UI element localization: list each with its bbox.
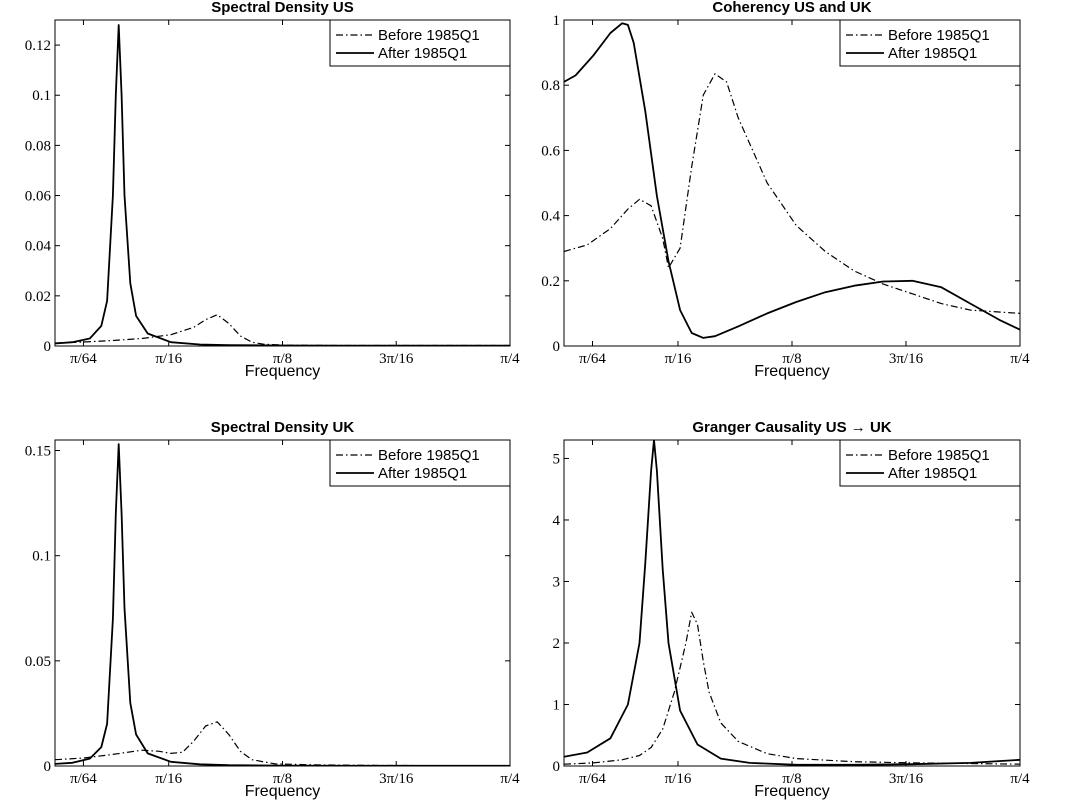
x-tick-label: π/64 xyxy=(70,771,97,787)
x-tick-label: π/8 xyxy=(782,351,801,367)
y-tick-label: 0 xyxy=(44,339,52,355)
x-tick-label: 3π/16 xyxy=(379,351,414,367)
y-tick-label: 5 xyxy=(553,451,561,467)
legend-box xyxy=(839,19,1021,67)
y-tick-label: 0.6 xyxy=(541,143,560,159)
series-line-before-1985q1 xyxy=(564,73,1020,314)
y-tick-label: 0 xyxy=(553,759,561,775)
x-tick-label: π/64 xyxy=(70,351,97,367)
series-line-before-1985q1 xyxy=(564,611,1020,765)
x-tick-label: π/4 xyxy=(500,351,520,367)
x-tick-label: π/4 xyxy=(500,771,520,787)
x-tick-label: π/16 xyxy=(665,771,692,787)
x-tick-label: π/16 xyxy=(155,771,182,787)
x-axis-label: Frequency xyxy=(754,363,830,380)
y-tick-label: 0.12 xyxy=(25,38,51,54)
y-tick-label: 0.2 xyxy=(541,274,560,290)
chart-panel-1: Spectral Density US Frequency π/64 π/16 π/8 3… xyxy=(25,0,520,380)
y-tick-label: 0.04 xyxy=(25,239,52,255)
legend-box xyxy=(839,439,1021,487)
chart-panel-4: Granger Causality US → UK Frequency π/64 π/… xyxy=(553,419,1031,800)
y-tick-label: 3 xyxy=(553,574,561,590)
chart-panel-3: Spectral Density UK Frequency π/64 π/16 π/8 3… xyxy=(25,419,520,800)
x-tick-label: π/16 xyxy=(665,351,692,367)
legend-entry: After 1985Q1 xyxy=(378,45,467,62)
y-tick-label: 0.4 xyxy=(541,209,560,225)
series-line-after-1985q1 xyxy=(564,440,1020,766)
y-tick-label: 0 xyxy=(553,339,561,355)
legend-entry: Before 1985Q1 xyxy=(378,447,480,464)
series-line-before-1985q1 xyxy=(55,721,510,766)
legend-entry: Before 1985Q1 xyxy=(888,27,990,44)
x-tick-label: π/4 xyxy=(1010,351,1030,367)
y-tick-label: 0.1 xyxy=(32,549,51,565)
legend-entry: Before 1985Q1 xyxy=(378,27,480,44)
y-tick-label: 0.05 xyxy=(25,654,51,670)
chart-title: Spectral Density UK xyxy=(211,419,355,436)
chart-title: Spectral Density US xyxy=(211,0,354,16)
legend-entry: After 1985Q1 xyxy=(378,465,467,482)
x-tick-label: π/8 xyxy=(273,771,292,787)
y-tick-label: 0.1 xyxy=(32,88,51,104)
series-line-after-1985q1 xyxy=(55,443,510,766)
plot-frame xyxy=(563,19,1021,347)
series-line-after-1985q1 xyxy=(564,22,1020,339)
legend-entry: Before 1985Q1 xyxy=(888,447,990,464)
y-tick-label: 0.02 xyxy=(25,289,51,305)
x-tick-label: π/8 xyxy=(273,351,292,367)
x-tick-label: π/64 xyxy=(579,771,606,787)
x-axis-label: Frequency xyxy=(245,783,321,800)
y-tick-label: 4 xyxy=(553,513,561,529)
y-tick-label: 1 xyxy=(553,697,561,713)
y-tick-label: 0.8 xyxy=(541,78,560,94)
x-tick-label: π/64 xyxy=(579,351,606,367)
x-tick-label: 3π/16 xyxy=(889,771,924,787)
y-tick-label: 2 xyxy=(553,636,561,652)
x-axis-label: Frequency xyxy=(245,363,321,380)
x-tick-label: 3π/16 xyxy=(379,771,414,787)
plot-frame xyxy=(54,439,511,767)
legend-entry: After 1985Q1 xyxy=(888,465,977,482)
y-tick-label: 0.06 xyxy=(25,189,52,205)
legend-entry: After 1985Q1 xyxy=(888,45,977,62)
x-tick-label: π/16 xyxy=(155,351,182,367)
chart-title: Coherency US and UK xyxy=(712,0,871,16)
x-tick-label: 3π/16 xyxy=(889,351,924,367)
x-tick-label: π/4 xyxy=(1010,771,1030,787)
series-line-after-1985q1 xyxy=(55,24,510,346)
y-tick-label: 0 xyxy=(44,759,52,775)
plot-frame xyxy=(563,439,1021,767)
x-axis-label: Frequency xyxy=(754,783,830,800)
chart-title: Granger Causality US → UK xyxy=(692,419,891,436)
y-tick-label: 0.08 xyxy=(25,138,51,154)
legend-box xyxy=(329,19,511,67)
y-tick-label: 1 xyxy=(553,13,561,29)
y-tick-label: 0.15 xyxy=(25,444,51,460)
legend-box xyxy=(329,439,511,487)
x-tick-label: π/8 xyxy=(782,771,801,787)
chart-panel-2: Coherency US and UK Frequency π/64 π/16 π/8 3… xyxy=(541,0,1030,380)
series-line-before-1985q1 xyxy=(55,314,510,346)
